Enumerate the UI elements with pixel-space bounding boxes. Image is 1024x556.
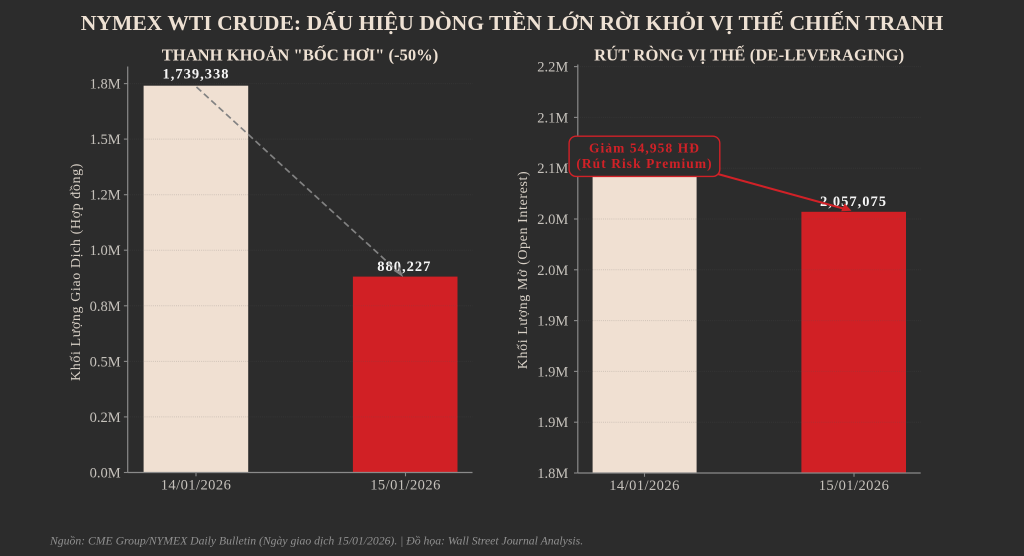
svg-text:2.1M: 2.1M <box>537 110 568 126</box>
svg-text:15/01/2026: 15/01/2026 <box>370 478 441 494</box>
svg-text:1.9M: 1.9M <box>537 364 568 380</box>
svg-text:2,057,075: 2,057,075 <box>820 194 887 210</box>
svg-text:1.0M: 1.0M <box>90 243 121 259</box>
svg-text:1.5M: 1.5M <box>90 132 121 148</box>
svg-text:Khối Lượng Mở (Open Interest): Khối Lượng Mở (Open Interest) <box>516 171 531 369</box>
svg-text:Nguồn: CME Group/NYMEX Daily B: Nguồn: CME Group/NYMEX Daily Bulletin (N… <box>49 535 583 548</box>
svg-text:2.2M: 2.2M <box>537 60 568 76</box>
svg-text:1,739,338: 1,739,338 <box>163 66 230 82</box>
svg-text:14/01/2026: 14/01/2026 <box>609 478 680 494</box>
svg-text:Giảm 54,958 HĐ: Giảm 54,958 HĐ <box>589 140 700 155</box>
svg-text:1.8M: 1.8M <box>537 466 568 482</box>
svg-text:RÚT RÒNG VỊ THẾ (DE-LEVERAGING: RÚT RÒNG VỊ THẾ (DE-LEVERAGING) <box>594 46 904 65</box>
svg-text:1.8M: 1.8M <box>90 77 121 93</box>
svg-text:1.9M: 1.9M <box>537 415 568 431</box>
svg-text:NYMEX WTI CRUDE: DẤU HIỆU DÒNG: NYMEX WTI CRUDE: DẤU HIỆU DÒNG TIỀN LỚN … <box>81 11 944 35</box>
svg-text:THANH KHOẢN "BỐC HƠI" (-50%): THANH KHOẢN "BỐC HƠI" (-50%) <box>162 45 439 65</box>
svg-text:0.2M: 0.2M <box>90 410 121 426</box>
svg-text:2.1M: 2.1M <box>537 161 568 177</box>
svg-text:Khối Lượng Giao Dịch (Hợp đồng: Khối Lượng Giao Dịch (Hợp đồng) <box>69 163 84 381</box>
svg-text:15/01/2026: 15/01/2026 <box>819 478 890 494</box>
svg-text:0.8M: 0.8M <box>90 299 121 315</box>
svg-text:14/01/2026: 14/01/2026 <box>161 478 232 494</box>
svg-text:1.2M: 1.2M <box>90 188 121 204</box>
svg-text:2.0M: 2.0M <box>537 263 568 279</box>
svg-text:0.0M: 0.0M <box>90 466 121 482</box>
svg-text:(Rút Risk Premium): (Rút Risk Premium) <box>576 156 712 171</box>
svg-text:880,227: 880,227 <box>377 259 431 275</box>
svg-text:2.0M: 2.0M <box>537 212 568 228</box>
svg-text:1.9M: 1.9M <box>537 314 568 330</box>
svg-text:0.5M: 0.5M <box>90 354 121 370</box>
